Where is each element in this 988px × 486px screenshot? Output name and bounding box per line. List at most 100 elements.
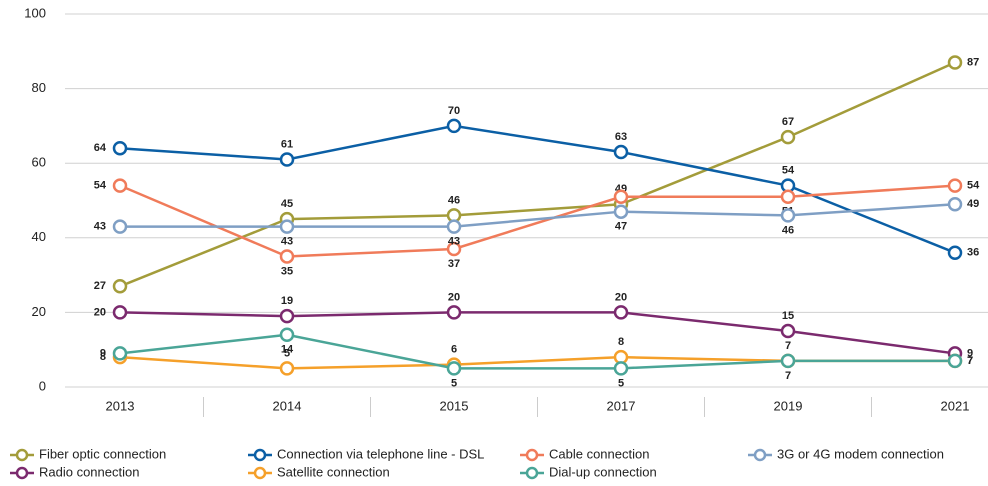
legend-marker (15, 466, 29, 480)
x-tick-label: 2013 (106, 398, 135, 413)
legend-marker (525, 466, 539, 480)
data-label: 54 (967, 179, 980, 191)
point (112, 219, 128, 234)
point (279, 219, 295, 234)
point (947, 55, 963, 70)
data-label: 37 (448, 258, 460, 270)
y-tick-label: 60 (32, 155, 46, 170)
point (112, 141, 128, 156)
point (112, 346, 128, 361)
series-line (119, 124, 956, 254)
point (279, 308, 295, 324)
data-label: 64 (94, 142, 107, 154)
series-line (119, 333, 955, 370)
data-label: 70 (448, 105, 460, 117)
data-label: 7 (785, 370, 791, 382)
legend-marker (253, 448, 267, 462)
data-label: 47 (615, 221, 627, 233)
point (279, 249, 295, 264)
data-label: 9 (100, 347, 106, 359)
point (947, 353, 963, 369)
point (112, 279, 128, 294)
data-label: 67 (782, 116, 794, 128)
legend-marker (253, 466, 267, 480)
series-line (120, 202, 956, 228)
data-label: 35 (281, 265, 293, 277)
data-label: 43 (94, 221, 106, 233)
data-label: 8 (100, 351, 106, 363)
legend-label: Cable connection (549, 446, 649, 461)
point (446, 305, 462, 320)
data-label: 20 (94, 306, 106, 318)
point (613, 189, 629, 205)
data-label: 7 (785, 340, 791, 352)
point (613, 361, 629, 376)
data-label: 20 (615, 291, 627, 303)
point (613, 305, 629, 320)
legend-label: Connection via telephone line - DSL (277, 446, 484, 461)
data-label: 14 (281, 344, 294, 356)
data-label: 19 (281, 295, 293, 307)
data-label: 5 (451, 377, 457, 389)
data-label: 54 (782, 164, 795, 176)
data-label: 43 (448, 236, 460, 248)
data-label: 87 (967, 56, 979, 68)
data-label: 8 (618, 336, 624, 348)
data-label: 46 (782, 224, 794, 236)
data-label: 7 (967, 355, 973, 367)
y-tick-label: 80 (32, 80, 46, 95)
y-tick-label: 100 (24, 5, 46, 20)
data-label: 61 (281, 138, 293, 150)
point (279, 327, 295, 343)
data-label: 45 (281, 198, 293, 210)
data-label: 54 (94, 179, 107, 191)
x-tick-label: 2017 (607, 398, 636, 413)
data-label: 46 (448, 194, 460, 206)
data-label: 9 (967, 347, 973, 359)
series-line (119, 355, 955, 370)
point (446, 361, 462, 376)
series-line (119, 311, 956, 355)
point (279, 361, 295, 376)
data-label: 43 (281, 236, 293, 248)
point (947, 196, 963, 212)
point (780, 353, 796, 369)
point (112, 178, 128, 193)
legend-label: 3G or 4G modem connection (777, 446, 944, 461)
legend-label: Radio connection (39, 464, 139, 479)
point (780, 129, 796, 145)
y-tick-label: 20 (32, 304, 46, 319)
data-label: 5 (284, 347, 290, 359)
data-label: 27 (94, 280, 106, 292)
x-tick-label: 2019 (774, 398, 803, 413)
point (613, 204, 629, 219)
data-label: 7 (967, 355, 973, 367)
data-label: 63 (615, 131, 627, 143)
data-label: 6 (451, 344, 457, 356)
point (446, 118, 462, 134)
legend-label: Fiber optic connection (39, 446, 166, 461)
point (780, 323, 796, 339)
y-tick-label: 0 (39, 378, 46, 393)
legend-label: Satellite connection (277, 464, 390, 479)
data-label: 15 (782, 310, 794, 322)
y-tick-label: 40 (32, 229, 46, 244)
data-label: 5 (618, 377, 624, 389)
point (112, 305, 128, 320)
data-label: 36 (967, 247, 979, 259)
point (780, 208, 796, 223)
legend-marker (525, 448, 539, 462)
x-tick-label: 2014 (273, 398, 302, 413)
x-tick-label: 2015 (440, 398, 469, 413)
series-line (119, 61, 956, 288)
point (780, 189, 796, 205)
legend-label: Dial-up connection (549, 464, 657, 479)
point (947, 178, 963, 193)
data-label: 49 (967, 198, 979, 210)
point (279, 152, 295, 167)
point (446, 241, 462, 257)
x-tick-label: 2021 (941, 398, 970, 413)
legend-marker (15, 448, 29, 462)
point (446, 219, 462, 234)
